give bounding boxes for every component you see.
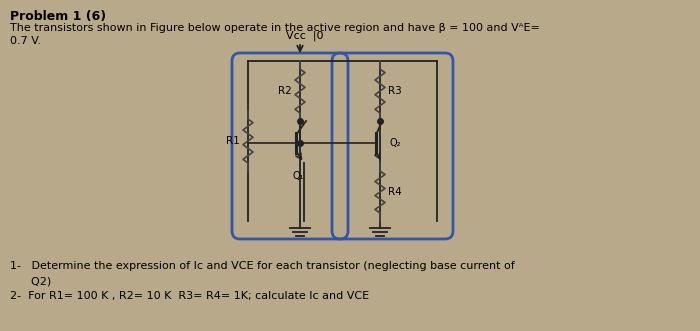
Text: R4: R4 — [388, 187, 402, 197]
Text: Q₂: Q₂ — [390, 138, 402, 148]
Text: Q2): Q2) — [10, 276, 51, 286]
Text: 0.7 V.: 0.7 V. — [10, 36, 41, 46]
Text: The transistors shown in Figure below operate in the active region and have β = : The transistors shown in Figure below op… — [10, 23, 540, 33]
Text: Vcc  |0: Vcc |0 — [286, 30, 323, 41]
Text: Q₁: Q₁ — [293, 171, 304, 181]
Text: 1-   Determine the expression of Ic and VCE for each transistor (neglecting base: 1- Determine the expression of Ic and VC… — [10, 261, 514, 271]
Text: R3: R3 — [388, 86, 402, 96]
Text: 2-  For R1= 100 K , R2= 10 K  R3= R4= 1K; calculate Ic and VCE: 2- For R1= 100 K , R2= 10 K R3= R4= 1K; … — [10, 291, 369, 301]
Text: R1: R1 — [226, 136, 240, 146]
Text: Problem 1 (6): Problem 1 (6) — [10, 10, 106, 23]
Text: R2: R2 — [279, 86, 292, 96]
